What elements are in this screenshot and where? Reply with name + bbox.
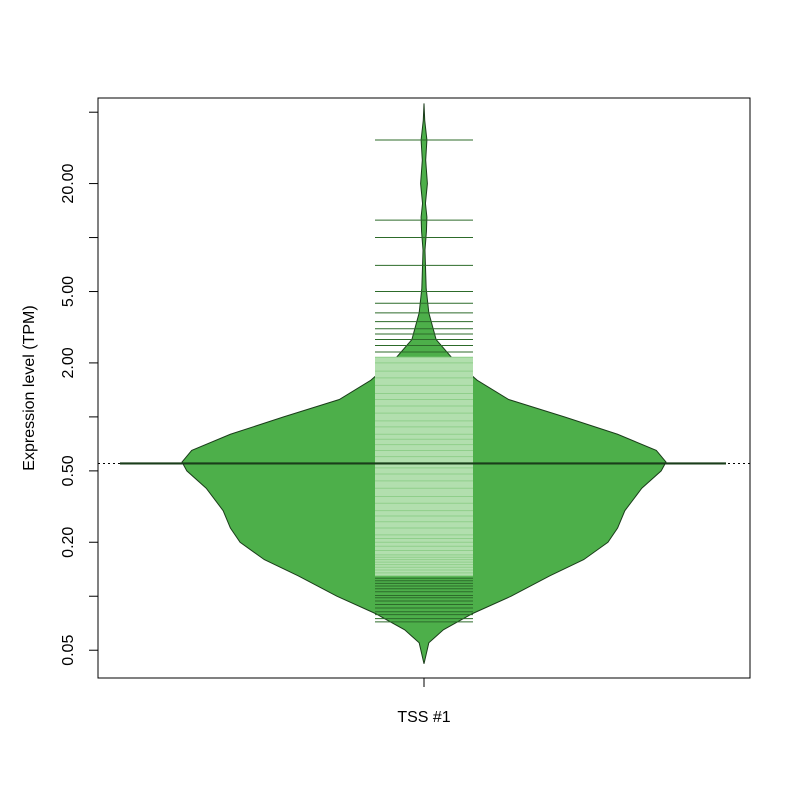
y-tick-label: 20.00 [60,163,77,203]
y-tick-label: 0.50 [60,455,77,486]
plot-layer [98,103,750,664]
y-tick-label: 2.00 [60,347,77,378]
y-axis-label: Expression level (TPM) [21,305,38,470]
bean-box [375,357,473,576]
y-tick-label: 0.20 [60,527,77,558]
y-axis: 0.05 0.20 0.50 2.00 5.00 20.00 [60,111,99,666]
y-tick-label: 0.05 [60,635,77,666]
y-tick-label: 5.00 [60,276,77,307]
x-axis: TSS #1 [397,678,451,726]
x-tick-label: TSS #1 [397,709,450,726]
